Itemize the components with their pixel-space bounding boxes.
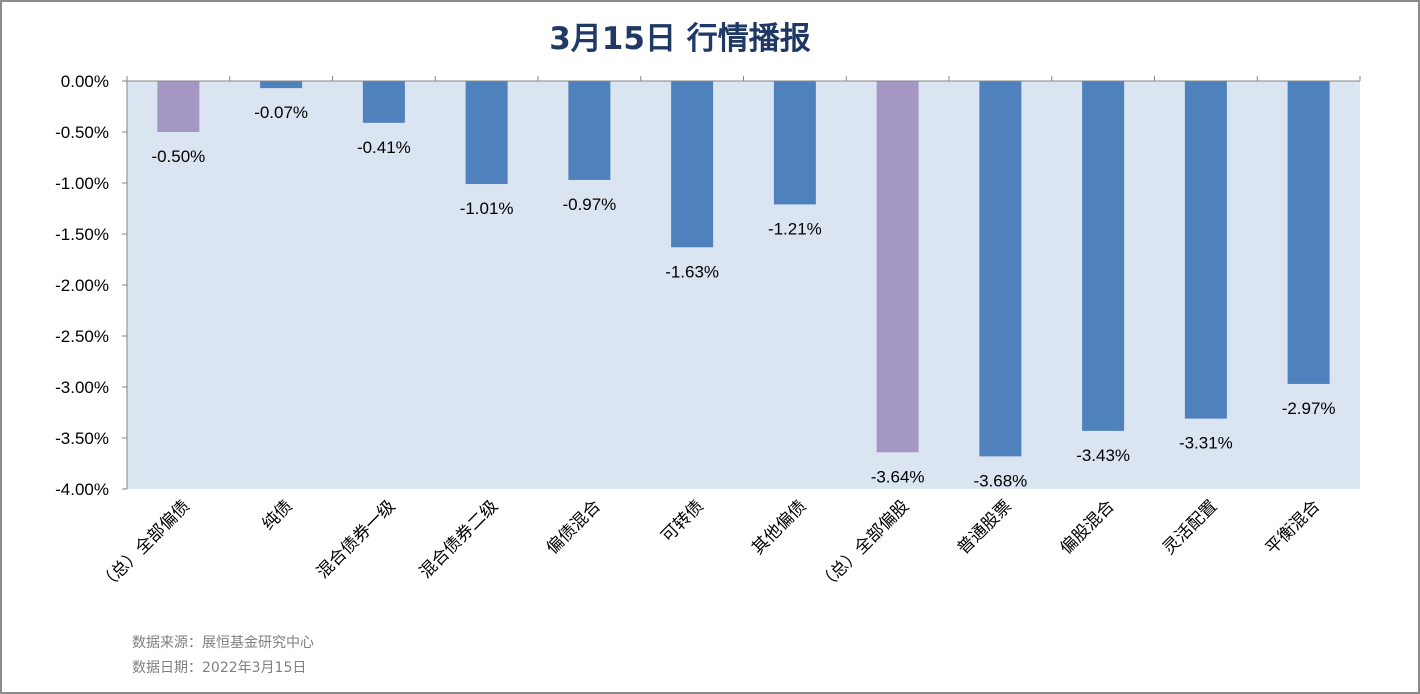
y-tick-label: -0.50% — [55, 123, 109, 142]
value-label-7: -3.64% — [871, 467, 925, 486]
value-label-11: -2.97% — [1282, 399, 1336, 418]
plot-area — [127, 81, 1360, 489]
data-source-note: 数据来源：展恒基金研究中心 — [132, 635, 314, 651]
value-label-5: -1.63% — [665, 262, 719, 281]
category-label-5: 可转债 — [657, 496, 707, 546]
y-tick-label: -1.00% — [55, 174, 109, 193]
bar-2 — [362, 81, 405, 123]
category-label-3: 混合债券二级 — [416, 496, 502, 582]
y-tick-label: -4.00% — [55, 480, 109, 499]
value-labels: -0.50% -0.07% -0.41% -1.01% -0.97% -1.63% -1.2… — [151, 103, 1335, 490]
bars — [157, 81, 1330, 457]
chart-title: 3月15日 行情播报 — [549, 21, 811, 57]
category-label-8: 普通股票 — [954, 496, 1016, 558]
category-label-7: （总）全部偏股 — [815, 496, 913, 594]
bar-4 — [568, 81, 611, 180]
value-label-9: -3.43% — [1076, 446, 1130, 465]
category-label-2: 混合债券一级 — [313, 496, 399, 582]
bar-1 — [260, 81, 303, 89]
value-label-8: -3.68% — [973, 471, 1027, 490]
bar-0 — [157, 81, 200, 132]
value-label-6: -1.21% — [768, 219, 822, 238]
category-label-9: 偏股混合 — [1056, 496, 1118, 558]
value-label-0: -0.50% — [151, 147, 205, 166]
bar-6 — [773, 81, 816, 205]
value-label-2: -0.41% — [357, 138, 411, 157]
y-tick-label: -2.50% — [55, 327, 109, 346]
y-axis: 0.00% -0.50% -1.00% -1.50% -2.00% -2.50% -3.00… — [55, 72, 127, 499]
category-label-6: 其他偏债 — [748, 496, 810, 558]
bar-9 — [1082, 81, 1125, 431]
y-tick-label: 0.00% — [61, 72, 109, 91]
value-label-3: -1.01% — [460, 199, 514, 218]
y-tick-label: -1.50% — [55, 225, 109, 244]
bar-3 — [465, 81, 508, 185]
category-label-1: 纯债 — [258, 496, 296, 534]
value-label-4: -0.97% — [562, 195, 616, 214]
bar-8 — [979, 81, 1022, 457]
bar-7 — [876, 81, 919, 453]
bar-11 — [1287, 81, 1330, 384]
value-label-1: -0.07% — [254, 103, 308, 122]
category-label-0: （总）全部偏债 — [96, 496, 194, 594]
bar-10 — [1184, 81, 1227, 419]
category-label-10: 灵活配置 — [1159, 496, 1221, 558]
category-label-4: 偏债混合 — [543, 496, 605, 558]
y-tick-label: -2.00% — [55, 276, 109, 295]
bar-5 — [671, 81, 714, 248]
y-tick-label: -3.50% — [55, 429, 109, 448]
category-label-11: 平衡混合 — [1262, 496, 1324, 558]
value-label-10: -3.31% — [1179, 434, 1233, 453]
y-tick-label: -3.00% — [55, 378, 109, 397]
data-date-note: 数据日期：2022年3月15日 — [132, 660, 307, 676]
